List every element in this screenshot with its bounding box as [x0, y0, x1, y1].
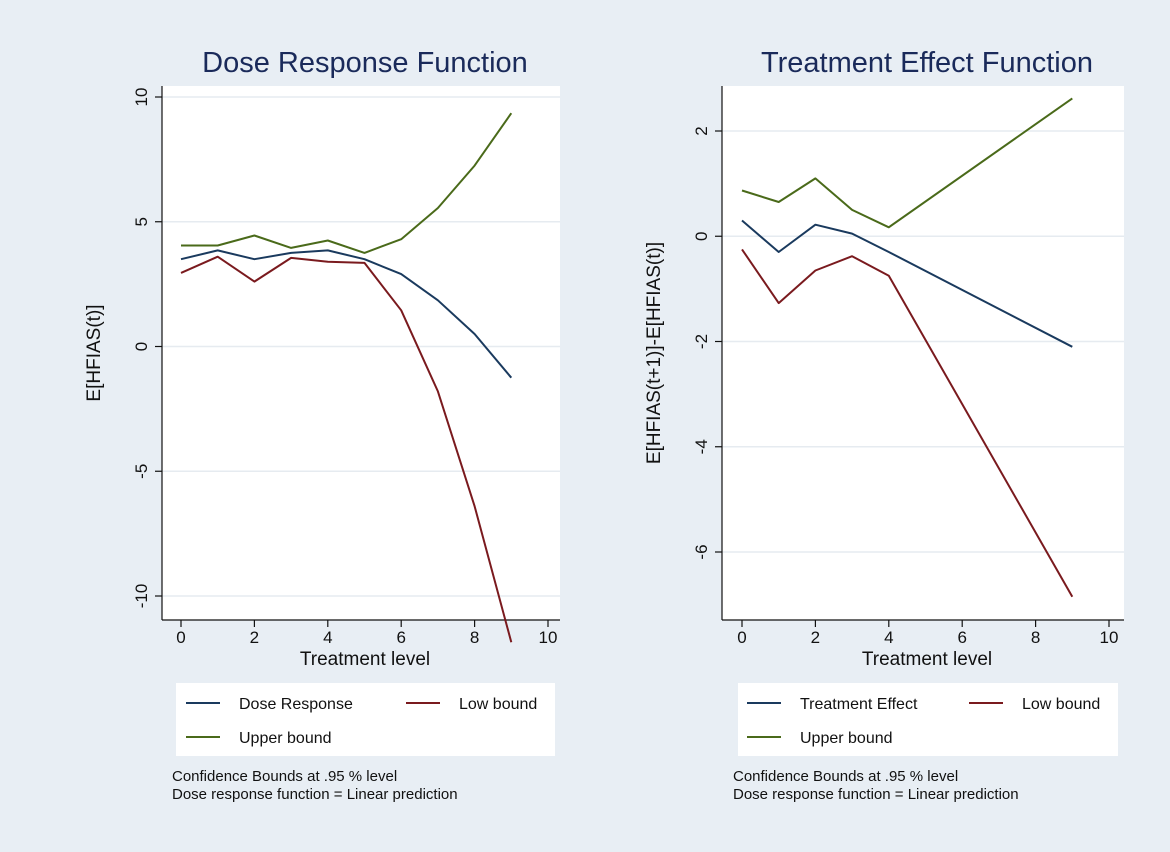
y-tick-label: -2	[692, 334, 711, 349]
axes: 2 0 -2 -4 -6 0 2 4 6 8 10	[692, 86, 1124, 647]
note-confidence: Confidence Bounds at .95 % level	[733, 768, 958, 785]
note-confidence: Confidence Bounds at .95 % level	[172, 768, 397, 785]
legend: Treatment Effect Low bound Upper bound	[738, 683, 1118, 756]
x-tick-label: 0	[176, 628, 185, 647]
grid-lines	[722, 130, 1124, 553]
x-tick-label: 8	[470, 628, 479, 647]
x-tick-label: 10	[539, 628, 558, 647]
grid-lines	[162, 96, 560, 597]
y-tick-label: 10	[132, 88, 151, 107]
legend-label-upper-bound: Upper bound	[800, 730, 893, 747]
series-line-treatment-effect	[741, 219, 1073, 348]
series-line-upper-bound	[741, 97, 1073, 229]
legend-box	[738, 683, 1118, 756]
chart-title: Dose Response Function	[202, 47, 528, 79]
series-line-dose-response	[180, 249, 513, 379]
y-tick-label: 2	[692, 126, 711, 135]
plot-area	[722, 86, 1124, 620]
y-tick-label: 0	[692, 232, 711, 241]
legend-label-upper-bound: Upper bound	[239, 730, 332, 747]
legend-label-treatment-effect: Treatment Effect	[800, 696, 918, 713]
y-axis-label: E[HFIAS(t+1)]-E[HFIAS(t)]	[644, 242, 665, 464]
y-tick-label: 5	[132, 217, 151, 226]
y-axis-label: E[HFIAS(t)]	[84, 304, 105, 401]
legend-label-low-bound: Low bound	[459, 696, 537, 713]
series-lines	[180, 112, 513, 643]
x-tick-label: 6	[396, 628, 405, 647]
series-line-low-bound	[180, 255, 513, 643]
panel-dose-response: Dose Response Function 10 5 0 -5 -10 0 2 4 6 8 10 …	[84, 47, 560, 803]
x-tick-label: 4	[884, 628, 893, 647]
y-tick-label: 0	[132, 342, 151, 351]
x-tick-label: 4	[323, 628, 332, 647]
x-tick-label: 0	[737, 628, 746, 647]
legend: Dose Response Low bound Upper bound	[176, 683, 555, 756]
y-tick-label: -10	[132, 584, 151, 609]
series-line-low-bound	[741, 248, 1074, 598]
legend-label-dose-response: Dose Response	[239, 696, 353, 713]
series-lines	[741, 97, 1074, 598]
y-tick-label: -5	[132, 464, 151, 479]
series-line-upper-bound	[181, 112, 513, 254]
note-prediction: Dose response function = Linear predicti…	[172, 786, 458, 803]
panel-treatment-effect: Treatment Effect Function 2 0 -2 -4 -6 0 2 4 6 8 1…	[644, 47, 1124, 803]
x-tick-label: 8	[1031, 628, 1040, 647]
legend-label-low-bound: Low bound	[1022, 696, 1100, 713]
plot-area	[162, 86, 560, 620]
x-tick-label: 2	[250, 628, 259, 647]
x-axis-label: Treatment level	[862, 649, 992, 670]
x-tick-label: 10	[1100, 628, 1119, 647]
x-axis-label: Treatment level	[300, 649, 430, 670]
note-prediction: Dose response function = Linear predicti…	[733, 786, 1019, 803]
legend-box	[176, 683, 555, 756]
y-tick-label: -4	[692, 439, 711, 454]
y-tick-label: -6	[692, 544, 711, 559]
axes: 10 5 0 -5 -10 0 2 4 6 8 10	[132, 86, 560, 647]
x-tick-label: 6	[957, 628, 966, 647]
chart-title: Treatment Effect Function	[761, 47, 1093, 79]
x-tick-label: 2	[811, 628, 820, 647]
